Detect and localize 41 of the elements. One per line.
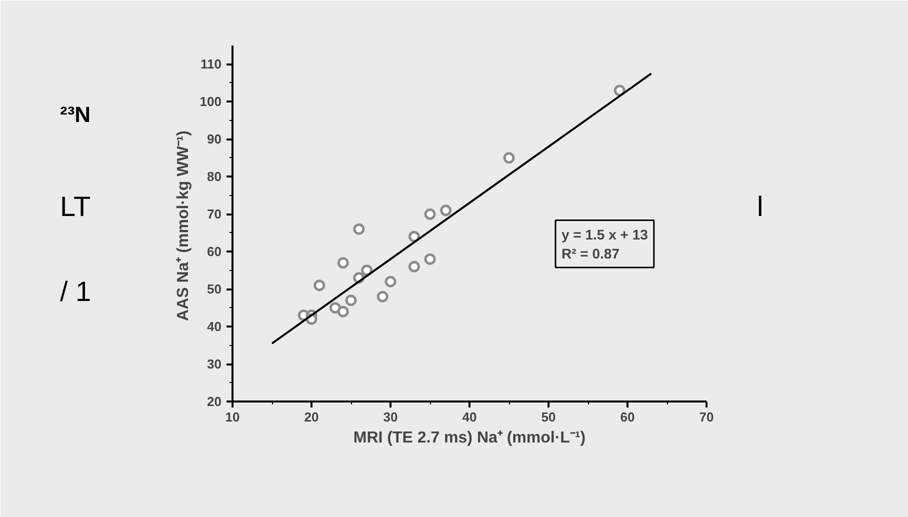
annotation: R² = 0.87 xyxy=(562,246,620,262)
point xyxy=(329,302,341,314)
y-axis-title: AAS Na⁺ (mmol·kg WW⁻¹) xyxy=(174,130,192,321)
point xyxy=(384,276,396,288)
x-tick-label: 10 xyxy=(225,410,240,424)
y-tick-label: 40 xyxy=(207,319,222,334)
x-tick-label: 20 xyxy=(304,410,319,424)
text: LT xyxy=(60,190,91,224)
x-tick-label: 40 xyxy=(462,410,477,424)
point xyxy=(353,223,365,235)
text: ²³N xyxy=(60,101,91,129)
point xyxy=(440,204,452,216)
annotation: y = 1.5 x + 13 xyxy=(562,226,648,242)
point xyxy=(314,280,326,292)
point xyxy=(361,264,373,276)
point xyxy=(337,306,349,318)
y-tick-label: 20 xyxy=(207,394,222,409)
x-tick-label: 50 xyxy=(541,410,556,424)
y-tick-label: 90 xyxy=(207,132,222,147)
point xyxy=(345,294,357,306)
x-tick-label: 60 xyxy=(620,410,635,424)
x-axis-title: MRI (TE 2.7 ms) Na⁺ (mmol·L⁻¹) xyxy=(353,430,586,446)
point xyxy=(424,208,436,220)
point xyxy=(503,152,515,164)
point xyxy=(408,230,420,242)
point xyxy=(408,260,420,272)
point xyxy=(614,84,626,96)
y-tick-label: 60 xyxy=(207,244,222,260)
y-tick-label: 110 xyxy=(200,56,222,72)
point xyxy=(337,257,349,269)
x-tick-label: 30 xyxy=(383,410,398,424)
y-tick-label: 70 xyxy=(207,206,222,222)
point xyxy=(424,253,436,265)
text: l xyxy=(757,190,764,224)
y-tick-label: 30 xyxy=(207,356,222,372)
point xyxy=(376,290,388,302)
y-tick-label: 80 xyxy=(207,169,222,184)
text: / 1 xyxy=(60,275,92,309)
y-tick-label: 50 xyxy=(207,282,222,297)
x-tick-label: 70 xyxy=(699,410,714,424)
y-tick-label: 100 xyxy=(200,94,222,110)
